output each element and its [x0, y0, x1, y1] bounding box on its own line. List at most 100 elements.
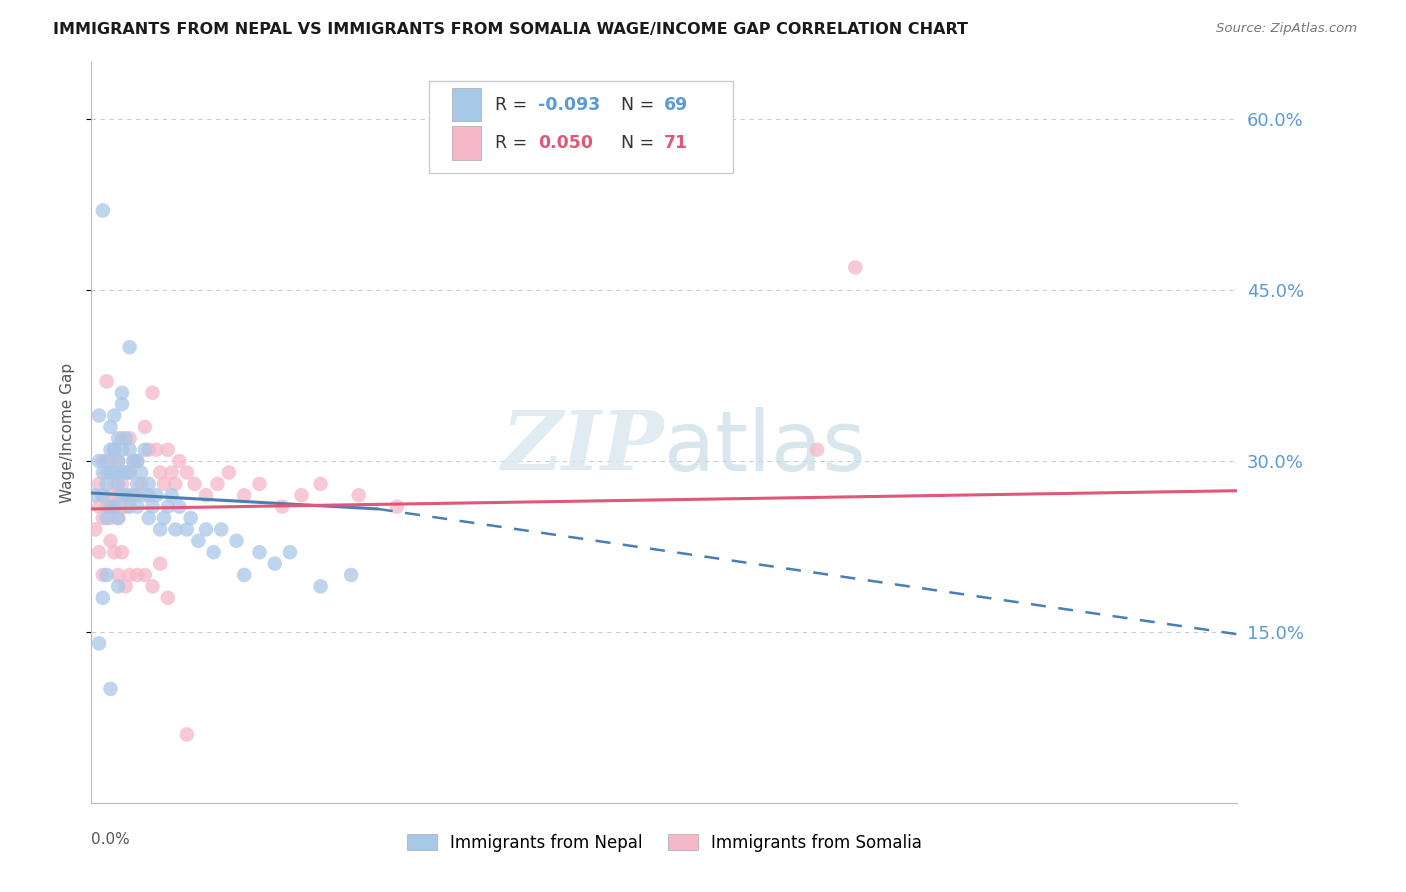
- Point: [176, 523, 198, 537]
- Point: [134, 442, 156, 457]
- Point: [107, 454, 129, 468]
- Point: [96, 568, 118, 582]
- Point: [347, 488, 370, 502]
- Bar: [453, 88, 481, 121]
- Point: [96, 500, 118, 514]
- Bar: [453, 127, 481, 160]
- Point: [156, 500, 179, 514]
- Point: [107, 579, 129, 593]
- Point: [111, 466, 134, 480]
- Point: [202, 545, 225, 559]
- Point: [111, 442, 134, 457]
- Point: [844, 260, 866, 275]
- Point: [145, 442, 167, 457]
- Point: [149, 523, 172, 537]
- Point: [100, 511, 122, 525]
- Point: [84, 523, 107, 537]
- Point: [111, 397, 134, 411]
- Point: [114, 466, 136, 480]
- Text: 71: 71: [664, 134, 689, 152]
- Point: [153, 511, 176, 525]
- Point: [122, 488, 145, 502]
- Point: [96, 375, 118, 389]
- Point: [134, 568, 156, 582]
- Point: [87, 476, 110, 491]
- Point: [87, 409, 110, 423]
- FancyBboxPatch shape: [429, 81, 733, 173]
- Point: [91, 488, 114, 502]
- Point: [134, 420, 156, 434]
- Text: 69: 69: [664, 95, 689, 113]
- Text: 0.0%: 0.0%: [91, 832, 131, 847]
- Point: [118, 466, 141, 480]
- Point: [278, 545, 301, 559]
- Point: [111, 385, 134, 400]
- Point: [141, 500, 163, 514]
- Point: [118, 431, 141, 445]
- Point: [111, 431, 134, 445]
- Point: [103, 545, 125, 559]
- Point: [118, 340, 141, 354]
- Point: [87, 454, 110, 468]
- Point: [96, 466, 118, 480]
- Point: [249, 476, 271, 491]
- Point: [180, 511, 202, 525]
- Point: [129, 466, 152, 480]
- Point: [100, 681, 122, 696]
- Point: [309, 476, 332, 491]
- Point: [141, 579, 163, 593]
- Point: [806, 442, 828, 457]
- Point: [100, 454, 122, 468]
- Point: [96, 476, 118, 491]
- Point: [149, 557, 172, 571]
- Point: [103, 442, 125, 457]
- Point: [127, 500, 149, 514]
- Text: N =: N =: [621, 134, 659, 152]
- Point: [103, 409, 125, 423]
- Point: [385, 500, 408, 514]
- Point: [91, 591, 114, 605]
- Point: [249, 545, 271, 559]
- Point: [87, 636, 110, 650]
- Point: [118, 500, 141, 514]
- Point: [127, 568, 149, 582]
- Point: [141, 385, 163, 400]
- Point: [91, 488, 114, 502]
- Text: IMMIGRANTS FROM NEPAL VS IMMIGRANTS FROM SOMALIA WAGE/INCOME GAP CORRELATION CHA: IMMIGRANTS FROM NEPAL VS IMMIGRANTS FROM…: [53, 22, 969, 37]
- Point: [114, 466, 136, 480]
- Point: [129, 476, 152, 491]
- Point: [100, 500, 122, 514]
- Point: [103, 442, 125, 457]
- Text: 0.050: 0.050: [538, 134, 593, 152]
- Point: [127, 476, 149, 491]
- Point: [156, 591, 179, 605]
- Point: [138, 488, 160, 502]
- Point: [183, 476, 205, 491]
- Text: ZIP: ZIP: [502, 408, 664, 487]
- Point: [114, 500, 136, 514]
- Point: [96, 511, 118, 525]
- Point: [176, 727, 198, 741]
- Point: [103, 466, 125, 480]
- Point: [207, 476, 229, 491]
- Point: [233, 568, 256, 582]
- Point: [103, 500, 125, 514]
- Point: [103, 500, 125, 514]
- Point: [160, 488, 183, 502]
- Point: [165, 476, 187, 491]
- Point: [233, 488, 256, 502]
- Point: [107, 568, 129, 582]
- Point: [176, 466, 198, 480]
- Point: [107, 476, 129, 491]
- Point: [290, 488, 312, 502]
- Point: [138, 476, 160, 491]
- Text: N =: N =: [621, 95, 659, 113]
- Text: R =: R =: [495, 134, 533, 152]
- Point: [91, 511, 114, 525]
- Point: [107, 431, 129, 445]
- Point: [96, 454, 118, 468]
- Text: -0.093: -0.093: [538, 95, 600, 113]
- Point: [118, 568, 141, 582]
- Point: [100, 466, 122, 480]
- Point: [145, 488, 167, 502]
